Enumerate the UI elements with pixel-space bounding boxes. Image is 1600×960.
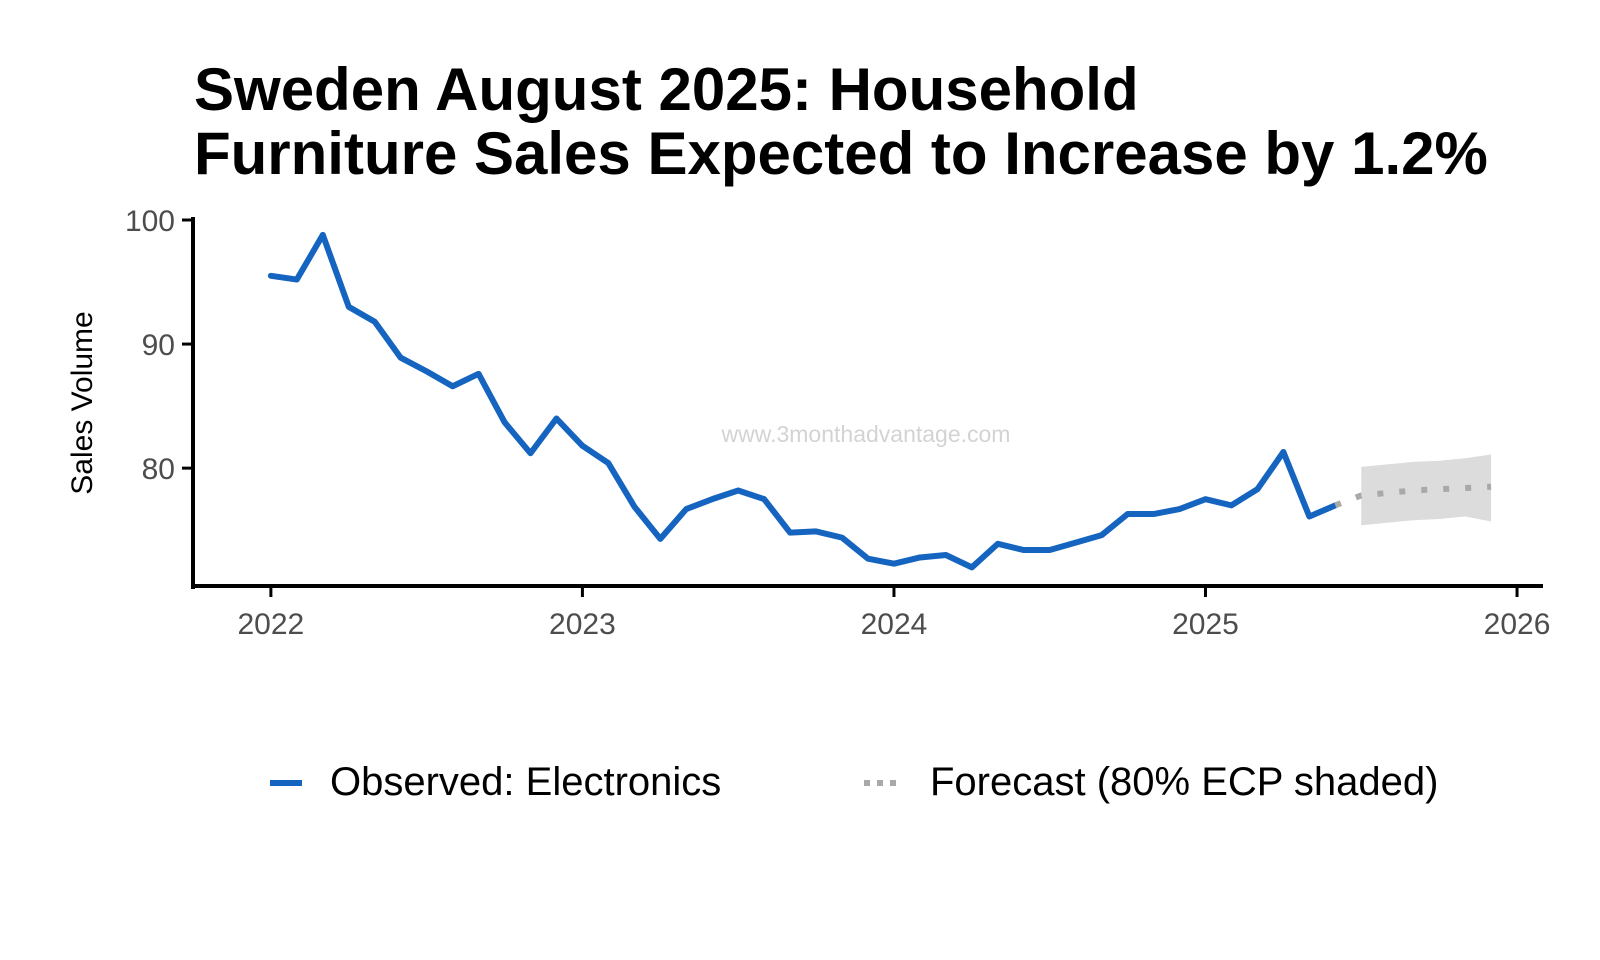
forecast-series-line: [1334, 483, 1492, 509]
x-tick-label: 2022: [238, 608, 305, 641]
x-tick-label: 2026: [1484, 608, 1551, 641]
legend-key-observed-line: [270, 779, 302, 786]
line-chart: 80 90 100 2022 2023 2024 2025 2026 www.3monthad…: [66, 205, 1550, 641]
legend-key-forecast-dots: [864, 779, 896, 786]
legend-item-observed: Observed: Electronics: [270, 760, 721, 805]
chart-title-line-2: Furniture Sales Expected to Increase by …: [194, 120, 1488, 187]
y-tick-label: 90: [142, 329, 175, 362]
legend: Observed: Electronics Forecast (80% ECP …: [0, 760, 1600, 820]
legend-item-forecast: Forecast (80% ECP shaded): [864, 760, 1438, 805]
x-tick-label: 2025: [1172, 608, 1239, 641]
y-tick-label: 100: [125, 205, 175, 238]
legend-label-forecast: Forecast (80% ECP shaded): [930, 760, 1439, 804]
legend-label-observed: Observed: Electronics: [330, 760, 722, 804]
y-axis-label: Sales Volume: [66, 311, 99, 494]
observed-series-line: [267, 231, 1339, 571]
y-tick-label: 80: [142, 453, 175, 486]
plot-area: 80 90 100 2022 2023 2024 2025 2026: [125, 205, 1550, 641]
chart-title-line-1: Sweden August 2025: Household: [194, 56, 1139, 123]
x-tick-label: 2023: [549, 608, 616, 641]
x-tick-label: 2024: [861, 608, 928, 641]
chart-title: Sweden August 2025: Household Furniture …: [194, 58, 1488, 186]
watermark: www.3monthadvantage.com: [721, 421, 1011, 447]
